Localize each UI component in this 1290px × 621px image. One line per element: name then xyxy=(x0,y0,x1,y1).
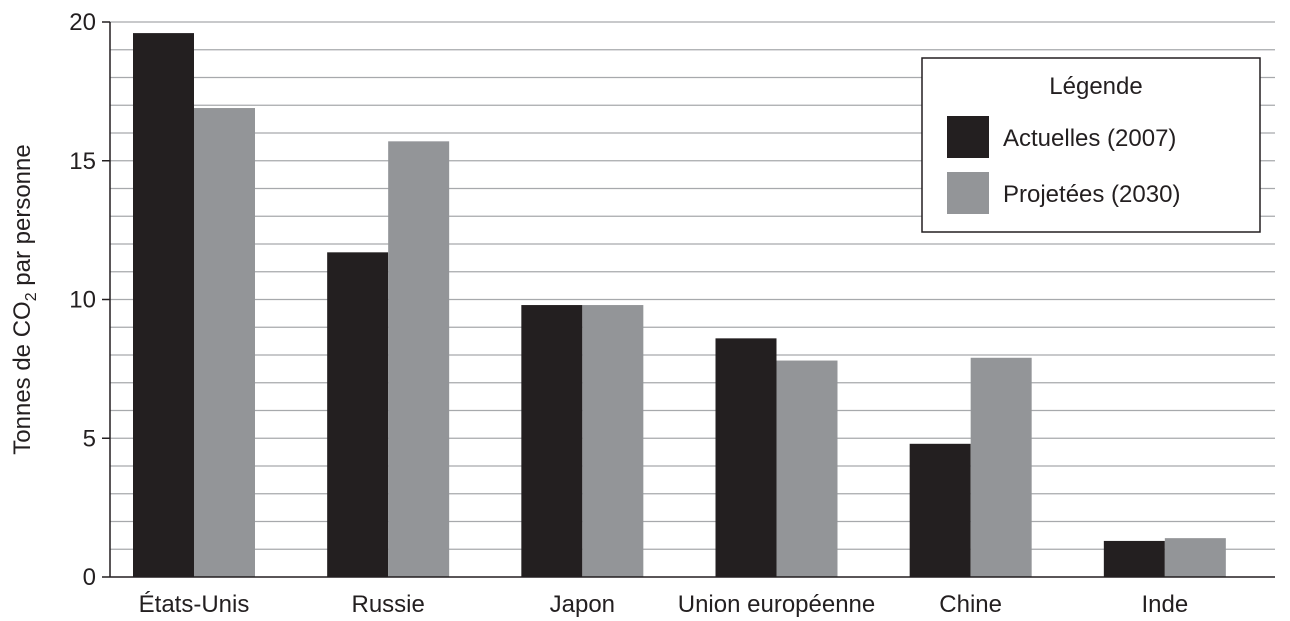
bar-projetees xyxy=(776,360,838,577)
bar-actuelles xyxy=(715,338,777,577)
bar-projetees xyxy=(970,357,1032,577)
bar-projetees xyxy=(582,305,644,577)
x-tick-label: Japon xyxy=(550,591,615,618)
bar-actuelles xyxy=(909,443,971,577)
y-axis-title-suffix: par personne xyxy=(9,144,36,292)
bar-actuelles xyxy=(1103,540,1165,577)
x-tick-labels: États-Unis Russie Japon Union européenne Chi… xyxy=(139,591,1189,618)
bar-projetees xyxy=(194,108,255,578)
y-tick-labels: 0 5 10 15 20 xyxy=(69,9,110,591)
x-tick-label: Chine xyxy=(939,591,1002,618)
x-tick-label: Union européenne xyxy=(678,591,876,618)
x-tick-label: Russie xyxy=(351,591,424,618)
y-tick-label: 5 xyxy=(83,425,96,452)
y-axis-title-subscript: 2 xyxy=(23,292,40,301)
y-tick-label: 0 xyxy=(83,564,96,591)
legend-swatch-actuelles xyxy=(947,116,989,158)
bars xyxy=(133,33,1226,578)
legend-label-actuelles: Actuelles (2007) xyxy=(1003,125,1176,152)
y-axis-title: Tonnes de CO2 par personne xyxy=(9,144,40,454)
y-tick-label: 20 xyxy=(69,9,96,36)
y-tick-label: 15 xyxy=(69,148,96,175)
bar-projetees xyxy=(1164,538,1226,577)
y-tick-label: 10 xyxy=(69,287,96,314)
x-tick-label: États-Unis xyxy=(139,591,250,618)
y-axis-title-prefix: Tonnes de CO xyxy=(9,301,36,454)
bar-actuelles xyxy=(133,33,194,578)
bar-projetees xyxy=(388,141,450,577)
legend-swatch-projetees xyxy=(947,172,989,214)
bar-actuelles xyxy=(521,305,583,577)
legend-label-projetees: Projetées (2030) xyxy=(1003,181,1180,208)
x-tick-label: Inde xyxy=(1141,591,1188,618)
legend-title: Légende xyxy=(1049,73,1142,100)
bar-actuelles xyxy=(327,252,389,577)
legend: Légende Actuelles (2007) Projetées (2030… xyxy=(921,57,1261,233)
